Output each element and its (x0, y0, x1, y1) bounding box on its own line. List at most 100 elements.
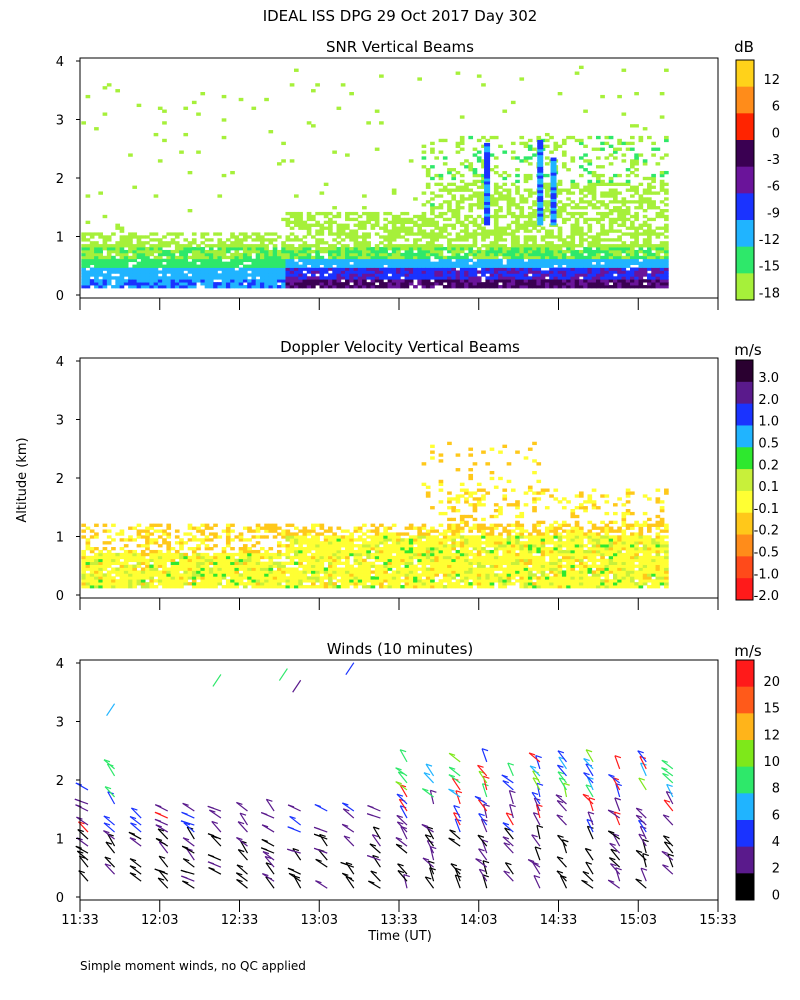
wind-barb-flag (481, 748, 489, 752)
wind-barb (265, 862, 275, 875)
wind-barb-flag (528, 752, 536, 756)
wind-barb-flag (585, 784, 593, 788)
wind-barb (429, 790, 435, 805)
wind-barb-flag (661, 767, 668, 771)
doppler-x-axis (79, 598, 719, 610)
wind-barb (104, 856, 116, 868)
figure-title: IDEAL ISS DPG 29 Oct 2017 Day 302 (263, 7, 538, 25)
wind-barb-flag (614, 797, 621, 801)
wind-barb-flag (423, 772, 431, 776)
wind-barb (662, 864, 674, 875)
wind-barb-flag (535, 754, 542, 759)
wind-barb-flag (502, 836, 510, 840)
wind-barb-flag (531, 834, 538, 838)
colorbar-label: 12 (763, 73, 780, 88)
wind-barb-flag (397, 863, 404, 867)
wind-barb (399, 805, 408, 819)
wind-barb (587, 811, 594, 826)
wind-barb-flag (372, 834, 379, 838)
wind-barb (585, 749, 594, 763)
colorbar-swatch (736, 490, 753, 514)
wind-barb (529, 765, 541, 777)
wind-barb-flag (533, 874, 541, 879)
colorbar-swatch (736, 381, 753, 405)
wind-barb (292, 848, 302, 861)
wind-barb (661, 767, 674, 777)
wind-barb (477, 799, 488, 812)
wind-barb (395, 837, 408, 847)
wind-barb-flag (341, 823, 349, 827)
colorbar-label: 8 (772, 782, 780, 797)
wind-barb-flag (261, 838, 268, 842)
wind-barb (237, 821, 248, 833)
colorbar-swatch (736, 403, 753, 426)
wind-barb (477, 834, 488, 847)
wind-barb-flag (425, 763, 433, 767)
wind-barb (502, 822, 514, 833)
footnote: Simple moment winds, no QC applied (80, 959, 306, 973)
wind-barb-flag (454, 867, 462, 871)
wind-barb-flag (262, 851, 270, 855)
snr-colorbar-unit: dB (734, 38, 754, 56)
wind-barb-flag (635, 849, 643, 854)
wind-barb (103, 830, 115, 840)
wind-barb (635, 850, 647, 861)
wind-barb (397, 863, 408, 875)
wind-barb (264, 856, 275, 868)
wind-barb (503, 842, 514, 854)
wind-barb (481, 783, 488, 798)
wind-barb (315, 858, 328, 868)
colorbar-label: -0.5 (754, 546, 779, 561)
wind-barb (398, 798, 408, 812)
wind-barb (504, 862, 514, 875)
wind-barb-flag (103, 830, 110, 834)
wind-barb (345, 662, 355, 676)
wind-barb (555, 794, 567, 805)
wind-barb (399, 749, 408, 763)
colorbar-label: 20 (763, 675, 780, 690)
y-tick-label: 4 (56, 55, 64, 70)
colorbar-label: 4 (772, 835, 780, 850)
wind-barb-flag (155, 804, 162, 808)
wind-barb (211, 821, 222, 833)
wind-barb (158, 855, 169, 868)
wind-barb (635, 807, 647, 819)
snr-colorbar: 12 6 0 -3 -6 -9 -12 -15 -18 (735, 59, 780, 301)
wind-barb-flag (342, 872, 349, 876)
wind-barb (342, 808, 355, 819)
wind-barb (397, 771, 408, 784)
wind-barb-flag (265, 862, 273, 866)
colorbar-swatch (736, 873, 754, 901)
wind-barb (76, 837, 89, 847)
wind-barb-flag (130, 822, 137, 826)
wind-barb (558, 756, 568, 770)
wind-barb (396, 793, 408, 805)
wind-barb-flag (367, 854, 374, 859)
wind-barb-flag (397, 869, 405, 874)
wind-barb (106, 763, 116, 777)
wind-barb (425, 763, 435, 777)
wind-barb (104, 863, 116, 875)
wind-barb-flag (663, 835, 670, 839)
wind-barb-flag (155, 837, 163, 842)
wind-barb (129, 816, 142, 826)
wind-barb (481, 748, 488, 763)
wind-barb (637, 750, 647, 763)
wind-barb (395, 767, 408, 777)
wind-barb-flag (370, 870, 377, 874)
wind-barb-flag (614, 755, 622, 759)
wind-barb-flag (536, 782, 544, 786)
colorbar-swatch (736, 766, 754, 794)
colorbar-swatch (736, 512, 753, 536)
wind-barb-flag (482, 860, 490, 864)
wind-barb (588, 797, 594, 812)
wind-barb-flag (78, 821, 85, 825)
wind-barb (482, 860, 488, 875)
wind-barb (236, 879, 248, 889)
y-tick-label: 0 (56, 891, 64, 906)
wind-barb-flag (615, 867, 622, 871)
wind-barb-flag (131, 807, 138, 811)
wind-barb (397, 870, 408, 882)
wind-barb-flag (509, 789, 516, 794)
wind-barb-flag (209, 809, 216, 813)
